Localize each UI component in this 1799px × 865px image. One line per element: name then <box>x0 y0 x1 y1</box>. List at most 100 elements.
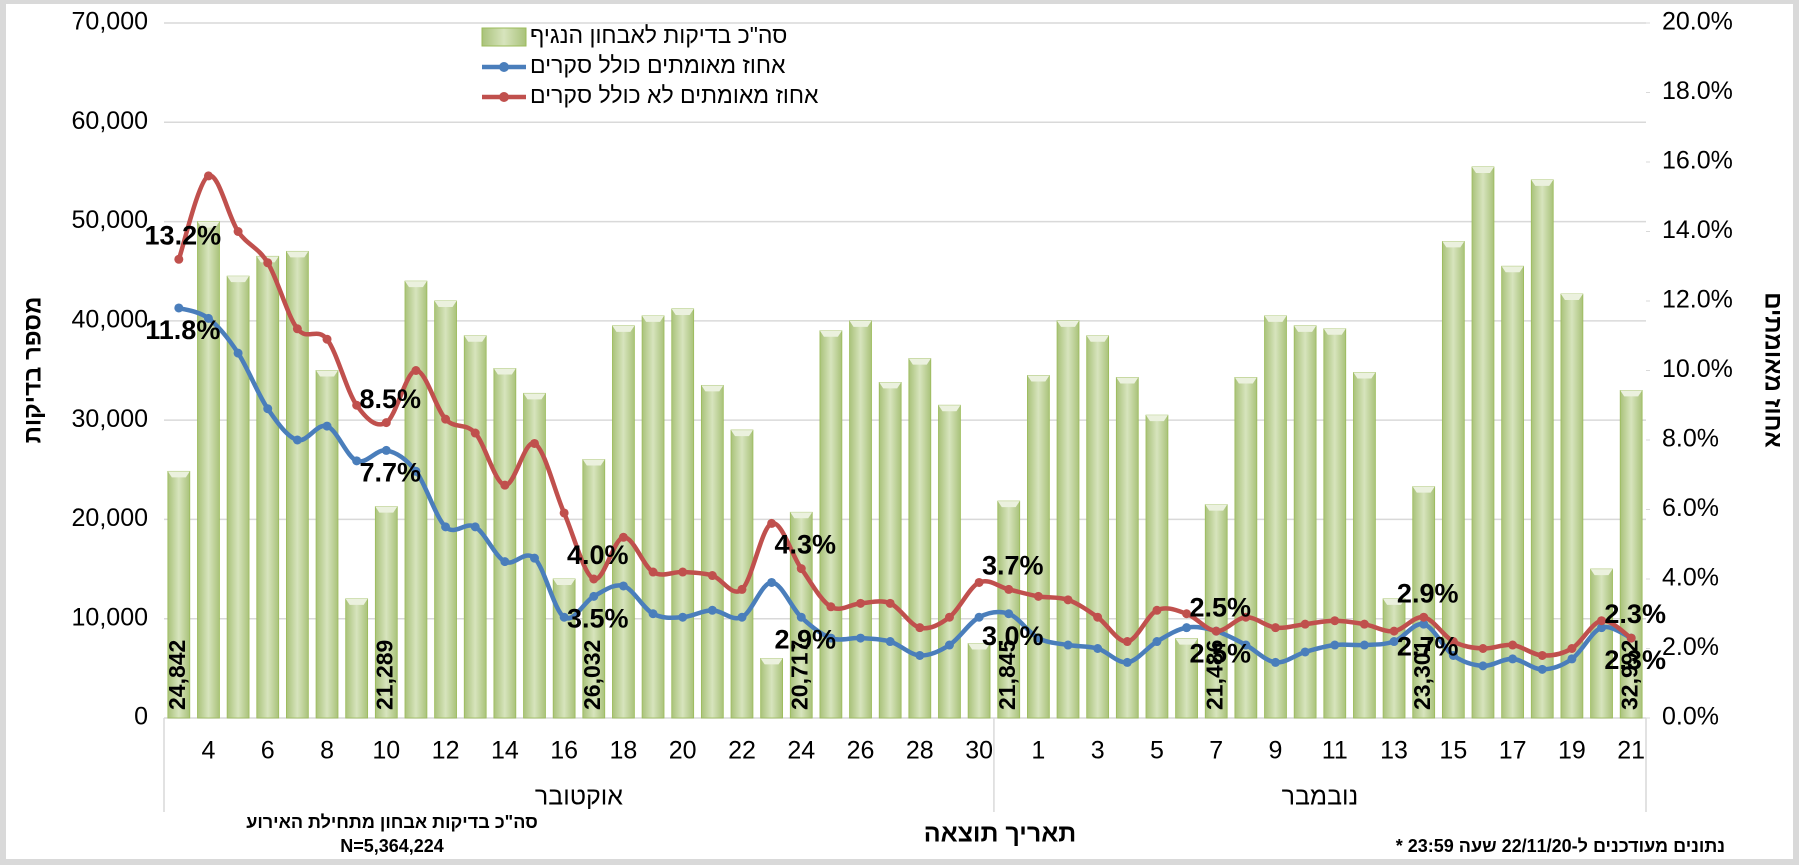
bar <box>345 598 369 719</box>
bar-bevel <box>819 330 842 337</box>
x-tick-label: 4 <box>202 737 216 765</box>
line-point <box>826 633 836 643</box>
bar-bevel <box>1294 325 1317 332</box>
line-point <box>1211 626 1221 636</box>
y-tick-label: 10,000 <box>72 603 148 631</box>
legend-label: אחוז מאומתים לא כולל סקרים <box>530 82 819 108</box>
bar-value-label: 21,486 <box>1201 640 1227 710</box>
bar-bevel <box>1116 377 1139 384</box>
line-point <box>856 598 866 608</box>
x-tick-label: 14 <box>491 737 519 765</box>
bar-value-label: 21,289 <box>371 640 397 710</box>
line-point <box>1122 657 1132 667</box>
line-point <box>944 640 954 650</box>
line-point <box>559 612 569 622</box>
y2-tick-label: 12.0% <box>1662 286 1733 314</box>
y-tick-label: 30,000 <box>72 405 148 433</box>
line-point <box>1448 650 1458 660</box>
line-value-label: 3.5% <box>567 604 629 634</box>
line-point <box>1478 661 1488 671</box>
line-point <box>1063 640 1073 650</box>
month-label: נובמבר <box>1282 783 1359 811</box>
line-point <box>648 567 658 577</box>
bar-bevel <box>1027 375 1050 382</box>
x-tick-label: 26 <box>847 737 875 765</box>
x-tick-label: 9 <box>1269 737 1283 765</box>
line-point <box>1508 640 1518 650</box>
bar-bevel <box>464 335 487 342</box>
x-tick-label: 6 <box>261 737 275 765</box>
line-point <box>441 522 451 532</box>
bar <box>1323 328 1347 719</box>
bar-bevel <box>434 301 457 307</box>
x-tick-label: 21 <box>1617 737 1645 765</box>
legend-swatch <box>499 62 509 72</box>
line-value-label: 2.5% <box>1189 638 1251 668</box>
line-point <box>559 508 569 518</box>
line-value-label: 2.3% <box>1604 645 1666 675</box>
bar <box>612 325 635 719</box>
line-point <box>1419 612 1429 622</box>
bar-bevel <box>642 315 665 322</box>
bar <box>1086 335 1110 719</box>
line-value-label: 2.9% <box>774 624 836 654</box>
line-point <box>974 577 984 587</box>
bar-bevel <box>1501 266 1524 273</box>
line-point <box>263 258 273 268</box>
line-point <box>885 637 895 647</box>
x-tick-label: 24 <box>787 737 815 765</box>
bar-bevel <box>1175 638 1198 645</box>
line-point <box>233 227 243 236</box>
bar-bevel <box>1620 390 1643 397</box>
line-point <box>1241 640 1251 650</box>
bar <box>434 300 457 719</box>
bar-bevel <box>997 501 1020 508</box>
line-point <box>203 171 213 181</box>
bar <box>1530 179 1554 719</box>
line-point <box>1359 619 1369 629</box>
line-point <box>174 303 184 313</box>
bar <box>1056 320 1080 719</box>
legend-swatch <box>481 27 527 47</box>
bar <box>1471 166 1495 719</box>
bar <box>849 320 872 719</box>
bar-bevel <box>523 393 546 400</box>
line-point <box>974 612 984 622</box>
bar-bevel <box>345 598 368 605</box>
bar-bevel <box>1323 328 1346 335</box>
line-value-label: 7.7% <box>360 458 422 488</box>
x-tick-label: 8 <box>320 737 334 765</box>
bar-bevel <box>1234 377 1257 384</box>
line-point <box>352 400 362 410</box>
y2-tick-label: 8.0% <box>1662 425 1719 453</box>
line-point <box>1537 664 1547 674</box>
footnote-left: N=5,364,224 <box>340 836 444 856</box>
line-point <box>530 553 539 563</box>
line-point <box>1004 609 1014 619</box>
bar <box>1115 377 1139 719</box>
bar-bevel <box>1205 504 1228 511</box>
line-point <box>1152 605 1162 615</box>
line-point <box>1271 657 1280 667</box>
x-tick-label: 17 <box>1499 737 1527 765</box>
line-point <box>1330 640 1340 650</box>
bar-bevel <box>879 382 902 389</box>
bar <box>1027 375 1050 719</box>
y-tick-label: 20,000 <box>72 504 148 532</box>
line-point <box>1448 637 1458 647</box>
bar <box>1353 372 1376 719</box>
line-value-label: 2.9% <box>1397 578 1459 608</box>
line-point <box>1389 626 1399 636</box>
footnote-right: * נתונים מעודכנים ל-22/11/20 שעה 23:59 <box>1396 836 1725 856</box>
x-tick-label: 5 <box>1150 737 1164 765</box>
bar-value-label: 23,301 <box>1409 639 1435 710</box>
line-point <box>1537 650 1547 660</box>
x-tick-label: 3 <box>1091 737 1105 765</box>
line-point <box>1093 644 1103 653</box>
line-point <box>322 334 332 344</box>
bar-value-label: 26,032 <box>579 640 605 710</box>
line-value-label: 11.8% <box>145 315 220 345</box>
line-point <box>500 557 510 567</box>
bar-bevel <box>1145 415 1168 422</box>
